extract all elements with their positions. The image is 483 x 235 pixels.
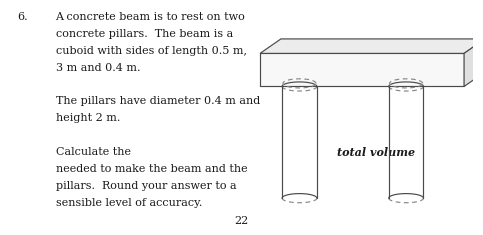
Text: Calculate the: Calculate the xyxy=(56,147,134,157)
Text: sensible level of accuracy.: sensible level of accuracy. xyxy=(56,198,202,208)
Text: total volume: total volume xyxy=(337,147,415,158)
Text: needed to make the beam and the: needed to make the beam and the xyxy=(56,164,247,174)
Polygon shape xyxy=(464,39,483,86)
Text: concrete pillars.  The beam is a: concrete pillars. The beam is a xyxy=(56,29,233,39)
Text: 6.: 6. xyxy=(17,12,28,22)
Text: 22: 22 xyxy=(234,215,249,226)
Text: cuboid with sides of length 0.5 m,: cuboid with sides of length 0.5 m, xyxy=(56,46,246,56)
Text: pillars.  Round your answer to a: pillars. Round your answer to a xyxy=(56,181,236,191)
Text: height 2 m.: height 2 m. xyxy=(56,113,120,123)
Text: A concrete beam is to rest on two: A concrete beam is to rest on two xyxy=(56,12,245,22)
Polygon shape xyxy=(260,39,483,53)
Polygon shape xyxy=(260,53,464,86)
Text: The pillars have diameter 0.4 m and: The pillars have diameter 0.4 m and xyxy=(56,96,260,106)
Text: 3 m and 0.4 m.: 3 m and 0.4 m. xyxy=(56,63,140,73)
